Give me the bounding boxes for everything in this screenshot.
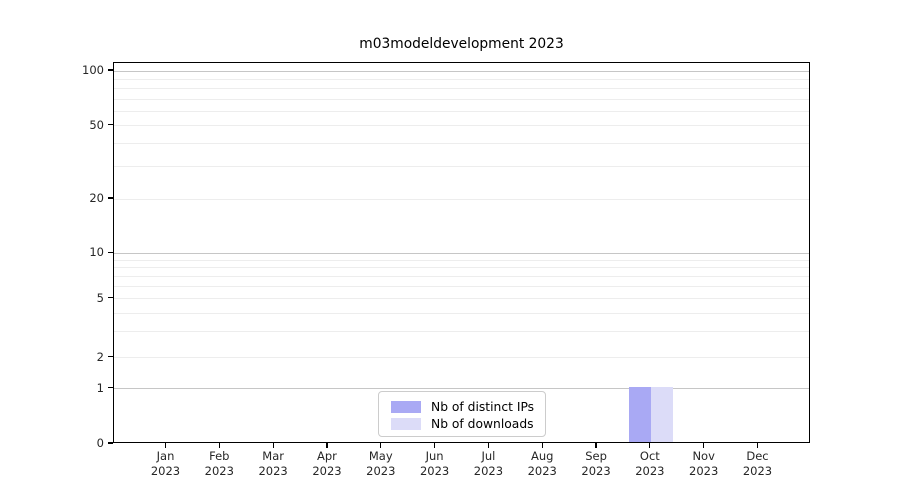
- x-axis-month: Jun: [425, 449, 444, 463]
- x-axis-tick-mark: [487, 443, 489, 448]
- x-axis-month: Feb: [209, 449, 230, 463]
- x-axis-tick-label: Nov 2023: [674, 449, 734, 479]
- gridline-minor: [114, 286, 809, 288]
- gridline-major: [114, 252, 809, 254]
- legend-swatch: [391, 417, 421, 430]
- bar-nb-of-downloads: [650, 386, 673, 442]
- x-axis-year: 2023: [473, 464, 504, 478]
- gridline-minor: [114, 78, 809, 80]
- x-axis-tick-label: Feb 2023: [189, 449, 249, 479]
- y-axis-tick-label: 50: [89, 117, 104, 132]
- x-axis-month: May: [368, 449, 393, 463]
- y-axis-tick-label: 5: [96, 290, 104, 305]
- y-axis-tick-label: 100: [82, 63, 104, 77]
- legend-label: Nb of downloads: [431, 416, 534, 431]
- y-axis-tick-label: 20: [89, 191, 104, 206]
- x-axis-year: 2023: [635, 464, 665, 478]
- x-axis-tick-mark: [433, 443, 436, 448]
- gridline-minor: [114, 98, 809, 100]
- x-axis-year: 2023: [742, 464, 773, 478]
- x-axis-tick-label: Mar 2023: [243, 449, 303, 479]
- gridline-major: [114, 70, 809, 72]
- legend-entry: Nb of downloads: [379, 415, 545, 432]
- legend-entry: Nb of distinct IPs: [379, 398, 545, 415]
- x-axis-tick-mark: [649, 443, 651, 448]
- x-axis-month: Jul: [481, 449, 496, 463]
- y-axis-tick-mark: [108, 197, 113, 199]
- x-axis-year: 2023: [689, 464, 719, 478]
- x-axis-tick-mark: [380, 443, 382, 448]
- legend-label: Nb of distinct IPs: [431, 399, 535, 414]
- x-axis-tick-label: May 2023: [351, 449, 411, 479]
- x-axis-tick-mark: [218, 443, 220, 448]
- x-axis-year: 2023: [419, 464, 450, 478]
- x-axis-tick-label: Oct 2023: [620, 449, 680, 479]
- gridline-minor: [114, 298, 809, 300]
- gridline-minor: [114, 331, 809, 333]
- y-axis-tick-mark: [108, 442, 113, 444]
- x-axis-month: Apr: [317, 449, 337, 463]
- x-axis-year: 2023: [527, 464, 557, 478]
- chart-title: m03modeldevelopment 2023: [359, 36, 564, 52]
- x-axis-tick-mark: [164, 443, 167, 448]
- x-axis-month: Aug: [530, 449, 554, 463]
- y-axis-tick-mark: [108, 251, 113, 253]
- x-axis-tick-label: Aug 2023: [512, 449, 572, 479]
- x-axis-year: 2023: [150, 464, 181, 478]
- gridline-minor: [114, 143, 809, 145]
- x-axis-year: 2023: [258, 464, 288, 478]
- y-axis-tick-label: 10: [89, 245, 104, 260]
- gridline-minor: [114, 276, 809, 278]
- y-axis-tick-label: 1: [96, 380, 104, 395]
- x-axis-year: 2023: [366, 464, 396, 478]
- y-axis-tick-label: 0: [96, 436, 104, 450]
- gridline-major: [114, 388, 809, 390]
- x-axis-month: Oct: [639, 449, 660, 463]
- x-axis-tick-label: Jul 2023: [458, 449, 518, 479]
- gridline-minor: [114, 312, 809, 314]
- y-axis-tick-mark: [108, 69, 113, 71]
- x-axis-month: Nov: [692, 449, 715, 463]
- x-axis-year: 2023: [581, 464, 611, 478]
- x-axis-year: 2023: [312, 464, 342, 478]
- x-axis-month: Mar: [262, 449, 284, 463]
- x-axis-month: Sep: [585, 449, 607, 463]
- x-axis-tick-label: Jun 2023: [405, 449, 465, 479]
- gridline-minor: [114, 110, 809, 112]
- legend-swatch: [391, 400, 421, 413]
- x-axis-month: Dec: [746, 449, 769, 463]
- plot-area: Nb of distinct IPs Nb of downloads: [113, 62, 810, 443]
- x-axis-tick-label: Jan 2023: [136, 449, 196, 479]
- x-axis-tick-label: Dec 2023: [728, 449, 788, 479]
- x-axis-tick-mark: [595, 443, 597, 448]
- gridline-minor: [114, 166, 809, 168]
- y-axis-tick-mark: [108, 124, 113, 126]
- x-axis-tick-mark: [756, 443, 759, 448]
- x-axis-tick-label: Apr 2023: [297, 449, 357, 479]
- gridline-minor: [114, 198, 809, 200]
- y-axis-tick-mark: [108, 387, 113, 389]
- x-axis-tick-label: Sep 2023: [566, 449, 626, 479]
- gridline-minor: [114, 267, 809, 269]
- x-axis-month: Jan: [156, 449, 175, 463]
- gridline-minor: [114, 357, 809, 358]
- legend: Nb of distinct IPs Nb of downloads: [378, 391, 546, 437]
- y-axis-tick-mark: [108, 297, 113, 299]
- x-axis-tick-mark: [703, 443, 705, 448]
- y-axis-tick-mark: [108, 355, 113, 358]
- gridline-minor: [114, 88, 809, 90]
- x-axis-tick-mark: [326, 443, 328, 448]
- x-axis-year: 2023: [204, 464, 234, 478]
- x-axis-tick-mark: [541, 443, 543, 448]
- bar-nb-of-distinct-ips: [628, 386, 651, 442]
- gridline-minor: [114, 259, 809, 261]
- x-axis-tick-mark: [272, 443, 274, 448]
- gridline-minor: [114, 125, 809, 127]
- y-axis-tick-label: 2: [96, 349, 104, 364]
